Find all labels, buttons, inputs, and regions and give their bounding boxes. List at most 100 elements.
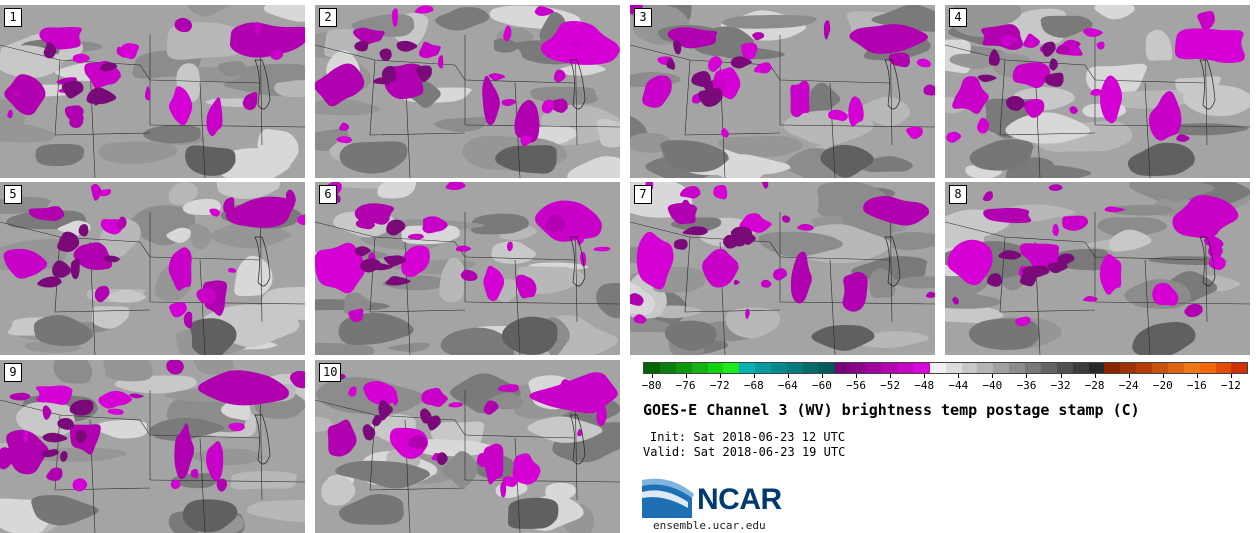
map-image xyxy=(315,182,620,355)
colorbar-tick-label: −68 xyxy=(743,379,764,392)
panel-number: 4 xyxy=(949,8,967,27)
colorbar-tick xyxy=(1162,374,1164,378)
colorbar-cell xyxy=(977,363,994,373)
site-url: ensemble.ucar.edu xyxy=(653,519,766,532)
colorbar-cell xyxy=(929,363,946,373)
colorbar-cell xyxy=(723,363,740,373)
panel-number: 3 xyxy=(634,8,652,27)
colorbar-tick xyxy=(719,374,721,378)
panel-number: 7 xyxy=(634,185,652,204)
colorbar-cell xyxy=(1025,363,1041,373)
colorbar-cell xyxy=(1072,363,1089,373)
colorbar-cell xyxy=(1040,363,1057,373)
colorbar-tick-label: −52 xyxy=(880,379,901,392)
colorbar-tick-label: −20 xyxy=(1152,379,1173,392)
colorbar-cell xyxy=(1088,363,1105,373)
ncar-logo-icon xyxy=(642,478,694,518)
colorbar-cell xyxy=(834,363,851,373)
map-image xyxy=(315,5,620,178)
colorbar-tick xyxy=(1094,374,1096,378)
map-panel-1: 1 xyxy=(0,5,305,178)
colorbar-tick xyxy=(1196,374,1198,378)
colorbar-tick-label: −24 xyxy=(1118,379,1139,392)
map-image xyxy=(630,5,935,178)
colorbar-tick-label: −56 xyxy=(846,379,866,392)
logo-text: NCAR xyxy=(697,483,782,516)
colorbar-tick-label: −12 xyxy=(1221,379,1241,392)
colorbar-tick xyxy=(1060,374,1062,378)
colorbar-tick-label: −80 xyxy=(641,379,662,392)
colorbar-cell xyxy=(1199,363,1216,373)
panel-number: 2 xyxy=(319,8,337,27)
map-image xyxy=(0,5,305,178)
colorbar-tick xyxy=(651,374,653,378)
map-image xyxy=(945,182,1250,355)
map-image xyxy=(315,360,620,533)
colorbar-cell xyxy=(898,363,914,373)
colorbar-tick-label: −32 xyxy=(1050,379,1071,392)
map-image xyxy=(945,5,1250,178)
panel-number: 5 xyxy=(4,185,22,204)
colorbar-cell xyxy=(1104,363,1121,373)
colorbar-cell xyxy=(691,363,708,373)
panel-number: 1 xyxy=(4,8,22,27)
colorbar-cell xyxy=(1136,363,1152,373)
colorbar-ticks: −80 −76 −72 −68 −64 −60 −56 −52 −48 −44 −40 −36 −32 −… xyxy=(641,374,1248,394)
panel-number: 8 xyxy=(949,185,967,204)
colorbar-cell xyxy=(945,363,962,373)
colorbar-cell xyxy=(1167,363,1184,373)
colorbar-cell xyxy=(866,363,883,373)
colorbar-tick xyxy=(1128,374,1130,378)
colorbar-cell xyxy=(913,363,930,373)
colorbar-tick xyxy=(1230,374,1232,378)
colorbar-tick xyxy=(890,374,892,378)
colorbar-cell xyxy=(707,363,724,373)
colorbar-tick xyxy=(821,374,823,378)
colorbar-cell xyxy=(675,363,692,373)
colorbar-tick-label: −40 xyxy=(982,379,1003,392)
colorbar-tick-label: −36 xyxy=(1016,379,1037,392)
colorbar-cell xyxy=(1215,363,1232,373)
map-panel-5: 5 xyxy=(0,182,305,355)
colorbar-cell xyxy=(1120,363,1137,373)
colorbar-tick xyxy=(856,374,858,378)
map-panel-7: 7 xyxy=(630,182,935,355)
map-panel-6: 6 xyxy=(315,182,620,355)
colorbar-cell xyxy=(993,363,1010,373)
colorbar-cell xyxy=(786,363,803,373)
colorbar-tick-label: −72 xyxy=(709,379,730,392)
colorbar-cell xyxy=(961,363,978,373)
colorbar-cell xyxy=(755,363,771,373)
colorbar-tick-label: −64 xyxy=(777,379,798,392)
colorbar-cell xyxy=(659,363,676,373)
colorbar-cell xyxy=(1152,363,1168,373)
map-image xyxy=(0,182,305,355)
colorbar-tick-label: −48 xyxy=(914,379,935,392)
colorbar-tick xyxy=(924,374,926,378)
colorbar-tick-label: −60 xyxy=(812,379,832,392)
panel-number: 9 xyxy=(4,363,22,382)
map-image xyxy=(630,182,935,355)
colorbar-tick-label: −44 xyxy=(948,379,969,392)
colorbar-tick xyxy=(958,374,960,378)
colorbar-tick-label: −76 xyxy=(675,379,696,392)
colorbar-tick xyxy=(787,374,789,378)
map-panel-10: 10 xyxy=(315,360,620,533)
map-image xyxy=(0,360,305,533)
map-panel-4: 4 xyxy=(945,5,1250,178)
map-panel-3: 3 xyxy=(630,5,935,178)
map-panel-8: 8 xyxy=(945,182,1250,355)
colorbar-cell xyxy=(739,363,756,373)
colorbar-cell xyxy=(818,363,835,373)
colorbar-cell xyxy=(850,363,867,373)
colorbar-cell xyxy=(644,363,660,373)
colorbar-cell xyxy=(882,363,898,373)
colorbar-cell xyxy=(1231,363,1248,373)
colorbar-cell xyxy=(802,363,819,373)
colorbar-tick xyxy=(1026,374,1028,378)
colorbar-cell xyxy=(1009,363,1025,373)
colorbar-cell xyxy=(771,363,787,373)
valid-time: Valid: Sat 2018-06-23 19 UTC xyxy=(643,445,846,459)
colorbar-cell xyxy=(1056,363,1073,373)
panel-number: 10 xyxy=(319,363,342,382)
